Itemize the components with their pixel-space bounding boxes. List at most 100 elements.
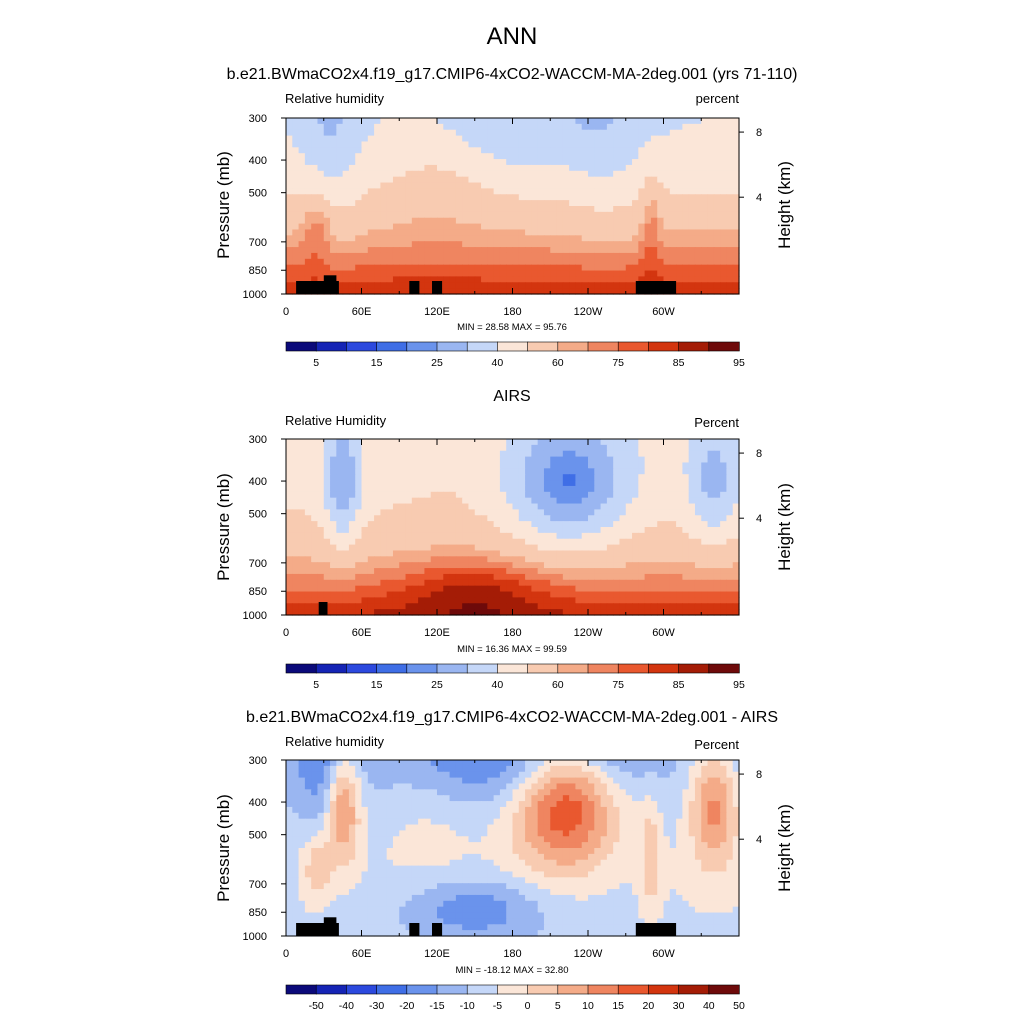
heatmap-cell [625,264,633,272]
heatmap-cell [361,200,369,207]
heatmap-cell [443,223,451,231]
heatmap-cell [367,147,375,154]
heatmap-cell [323,777,331,785]
heatmap-cell [588,783,595,790]
heatmap-cell [481,264,488,272]
heatmap-cell [506,282,514,289]
heatmap-cell [518,258,526,266]
heatmap-cell [499,609,507,616]
heatmap-cell [355,509,363,516]
heatmap-cell [606,480,614,487]
heatmap-cell [556,123,564,131]
heatmap-cell [443,603,451,610]
heatmap-cell [374,258,381,266]
heatmap-cell [650,206,658,213]
heatmap-cell [399,258,407,266]
heatmap-cell [462,123,470,131]
heatmap-cell [481,585,488,593]
heatmap-cell [336,509,344,516]
heatmap-cell [594,235,602,242]
heatmap-cell [367,509,375,516]
heatmap-cell [474,229,482,236]
heatmap-cell [701,609,709,616]
x-tick-label: 180 [503,627,521,639]
heatmap-cell [632,176,639,184]
heatmap-cell [512,568,520,575]
heatmap-cell [625,200,633,207]
heatmap-cell [374,562,381,569]
heatmap-cell [481,579,488,587]
heatmap-cell [430,573,438,581]
heatmap-cell [688,497,696,505]
heatmap-cell [449,544,457,552]
heatmap-cell [506,264,514,272]
heatmap-cell [663,170,671,178]
heatmap-cell [663,270,671,277]
heatmap-cell [298,200,306,207]
heatmap-cell [437,503,444,510]
heatmap-cell [424,235,432,242]
heatmap-cell [443,538,451,546]
heatmap-cell [462,194,470,201]
heatmap-cell [644,544,652,552]
heatmap-cell [361,182,369,189]
heatmap-cell [330,521,337,528]
heatmap-cell [462,591,470,598]
heatmap-cell [286,188,293,195]
heatmap-cell [367,765,375,773]
heatmap-cell [525,609,532,616]
heatmap-cell [443,206,451,213]
heatmap-cell [537,550,545,557]
heatmap-cell [694,141,702,148]
heatmap-cell [424,497,432,505]
heatmap-cell [713,444,721,452]
heatmap-cell [726,276,734,283]
heatmap-cell [713,585,721,593]
heatmap-cell [330,485,337,493]
heatmap-cell [682,235,690,242]
heatmap-cell [317,123,325,131]
heatmap-cell [487,439,495,446]
heatmap-cell [292,515,300,522]
heatmap-cell [732,491,740,499]
heatmap-cell [606,468,614,475]
heatmap-cell [430,182,438,189]
heatmap-cell [713,509,721,516]
heatmap-cell [657,609,665,616]
heatmap-cell [543,603,551,610]
heatmap-cell [525,159,532,166]
heatmap-cell [367,503,375,510]
heatmap-cell [663,223,671,231]
heatmap-cell [317,591,325,598]
heatmap-cell [367,439,375,446]
heatmap-cell [682,568,690,575]
heatmap-cell [625,462,633,469]
heatmap-cell [663,456,671,464]
heatmap-cell [311,164,319,172]
heatmap-cell [405,544,413,552]
heatmap-cell [499,579,507,587]
heatmap-cell [462,252,470,260]
heatmap-cell [474,264,482,272]
heatmap-cell [405,509,413,516]
heatmap-cell [455,795,463,802]
heatmap-cell [543,118,551,125]
heatmap-cell [556,241,564,248]
heatmap-cell [650,159,658,166]
heatmap-cell [355,439,363,446]
heatmap-cell [499,258,507,266]
heatmap-cell [543,765,551,773]
heatmap-cell [392,164,400,172]
heatmap-cell [650,585,658,593]
heatmap-cell [707,573,715,581]
heatmap-cell [613,597,621,604]
heatmap-cell [323,247,331,254]
heatmap-cell [506,532,514,540]
heatmap-cell [449,282,457,289]
heatmap-cell [499,538,507,546]
heatmap-cell [588,176,595,184]
heatmap-cell [468,480,476,487]
heatmap-cell [644,217,652,225]
heatmap-cell [518,194,526,201]
heatmap-cell [663,591,671,598]
